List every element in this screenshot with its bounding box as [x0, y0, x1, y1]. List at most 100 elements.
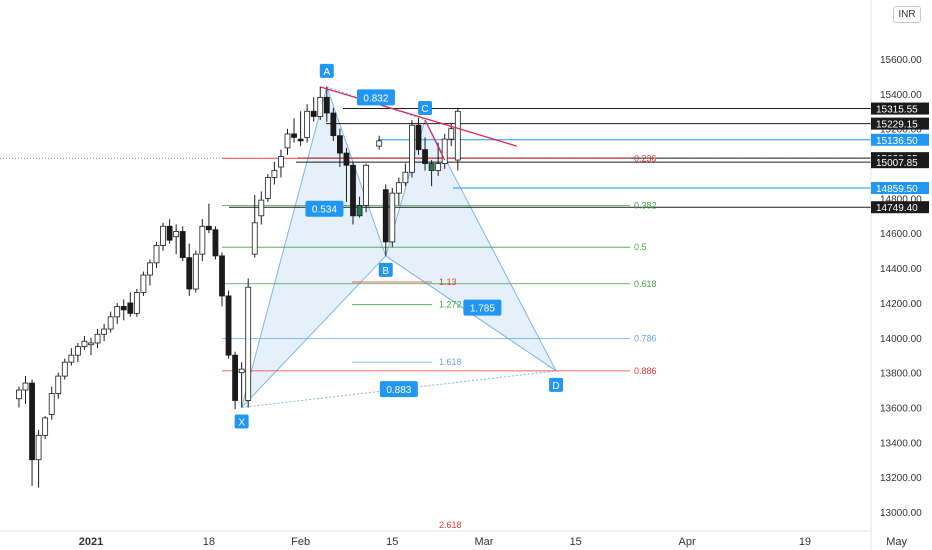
- candle-body: [81, 340, 88, 347]
- candle-body: [35, 434, 42, 461]
- price-level-badge: [871, 156, 929, 169]
- ratio-box: [463, 299, 502, 316]
- candle-body: [205, 225, 212, 231]
- pattern-point-label: B: [382, 266, 389, 277]
- candle-body: [160, 225, 166, 246]
- candle-body: [297, 138, 304, 142]
- candle-body: [245, 286, 252, 401]
- ratio-label: 0.883: [386, 385, 411, 396]
- fib-level-label: 0.5: [634, 242, 647, 252]
- candle-body: [323, 96, 330, 114]
- price-level-badge: [871, 102, 929, 115]
- extension-level-label: 1.13: [439, 277, 457, 287]
- price-tick-label: 14600.00: [880, 229, 922, 240]
- candle-body: [120, 306, 127, 311]
- price-level-badge: [871, 133, 929, 146]
- price-tick-label: 15400.00: [880, 90, 922, 101]
- candle-body: [153, 245, 160, 264]
- price-tick-label: 15200.00: [880, 125, 922, 136]
- candle-body: [94, 333, 101, 344]
- price-tick-label: 13600.00: [880, 403, 922, 414]
- price-level-badge: [871, 201, 929, 214]
- pattern-xd-dashed: [241, 370, 557, 408]
- ratio-label: 1.785: [470, 304, 495, 315]
- candle-body: [278, 156, 284, 168]
- candle-body: [22, 382, 29, 391]
- candle-body: [422, 149, 428, 164]
- price-tick-label: 14400.00: [880, 264, 922, 275]
- candle-body: [291, 133, 297, 138]
- candle-body: [264, 177, 271, 199]
- pattern-point-label: A: [323, 67, 330, 78]
- trend-line-short: [424, 119, 446, 161]
- candle-body: [42, 417, 49, 436]
- candle-body: [402, 171, 409, 184]
- price-level-label: 15315.55: [876, 105, 918, 116]
- ratio-label: 0.832: [363, 93, 388, 104]
- price-tick-label: 13400.00: [880, 438, 922, 449]
- price-level-label: 15007.85: [876, 158, 918, 169]
- candle-body: [55, 375, 62, 394]
- candle-body: [147, 262, 153, 276]
- candle-body: [428, 163, 435, 171]
- pattern-point-label: X: [238, 417, 245, 428]
- extension-level-label: 1.272: [439, 300, 462, 310]
- candle-body: [179, 231, 186, 259]
- time-tick-label: 18: [203, 536, 215, 548]
- pattern-point-marker: [378, 262, 393, 277]
- price-level-label: 14859.50: [876, 184, 918, 195]
- candle-body: [232, 354, 239, 401]
- fib-level-label: 0.236: [634, 153, 657, 163]
- pattern-point-marker: [549, 377, 564, 392]
- candle-body: [343, 152, 350, 166]
- candle-body: [415, 124, 422, 151]
- candle-body: [350, 164, 356, 217]
- price-tick-label: 13200.00: [880, 473, 922, 484]
- candle-body: [219, 255, 225, 297]
- candle-body: [251, 222, 258, 255]
- extension-level-label: 2.618: [439, 520, 462, 530]
- candle-body: [409, 124, 415, 173]
- ratio-box: [379, 381, 418, 398]
- time-tick-label: 19: [799, 536, 811, 548]
- pattern-point-label: D: [552, 381, 559, 392]
- candle-body: [271, 170, 278, 178]
- candle-body: [356, 204, 363, 217]
- time-tick-label: May: [886, 536, 907, 548]
- candle-body: [238, 368, 245, 374]
- candle-body: [166, 225, 173, 241]
- candle-body: [310, 110, 317, 117]
- candle-body: [441, 138, 448, 164]
- candle-body: [68, 354, 75, 363]
- candle-body: [363, 164, 370, 206]
- candle-body: [382, 189, 389, 243]
- candle-body: [88, 342, 94, 346]
- candle-body: [376, 140, 383, 147]
- ratio-box: [356, 89, 395, 106]
- candle-body: [435, 163, 442, 171]
- price-level-badge: [871, 182, 929, 195]
- candle-body: [140, 274, 147, 293]
- currency-badge[interactable]: INR: [893, 6, 921, 23]
- price-axis-bg: [871, 0, 932, 550]
- fib-level-label: 0.382: [634, 200, 657, 210]
- candle-body: [192, 253, 199, 290]
- candle-body: [225, 295, 232, 356]
- time-tick-label: Mar: [475, 536, 494, 548]
- candle-body: [199, 225, 206, 255]
- candle-body: [101, 328, 107, 335]
- candle-body: [133, 292, 140, 314]
- fib-level-label: 0.886: [634, 366, 657, 376]
- candle-body: [107, 316, 114, 330]
- price-tick-label: 13800.00: [880, 369, 922, 380]
- extension-level-label: 1.618: [439, 357, 462, 367]
- candle-body: [75, 346, 81, 356]
- candle-body: [127, 302, 134, 314]
- candle-body: [114, 306, 121, 318]
- time-tick-label: 15: [386, 536, 398, 548]
- candle-body: [330, 112, 337, 137]
- price-level-badge: [871, 117, 929, 130]
- trend-line: [320, 86, 517, 147]
